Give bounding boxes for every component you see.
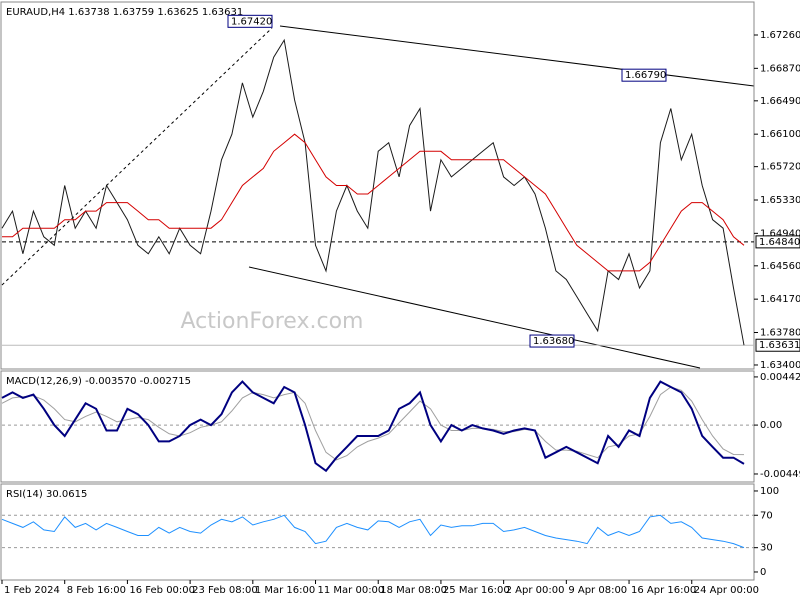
panel-title: EURAUD,H4 1.63738 1.63759 1.63625 1.6363… <box>6 7 243 18</box>
annotation-box <box>227 14 273 28</box>
axis-label: 1.63631 <box>759 340 800 351</box>
y-tick-label: 1.64170 <box>760 294 800 305</box>
annotation: 1.66790 <box>625 70 666 81</box>
y-tick-label: 70 <box>760 510 773 521</box>
y-tick-label: 1.65720 <box>760 162 800 173</box>
y-tick-label: 1.64940 <box>760 228 800 239</box>
axis-label-box <box>755 338 800 352</box>
y-tick-label: -0.004493 <box>760 469 800 480</box>
x-tick-label: 1 Mar 16:00 <box>255 585 315 596</box>
watermark: ActionForex.com <box>181 309 364 334</box>
annotation-box <box>529 334 575 348</box>
axis-label-box <box>755 235 800 249</box>
y-tick-label: 1.66490 <box>760 96 800 107</box>
annotation: 1.67420 <box>231 16 272 27</box>
axis-label: 1.64840 <box>759 237 800 248</box>
y-tick-label: 100 <box>760 486 779 497</box>
panel-title: RSI(14) 30.0615 <box>6 489 87 500</box>
x-tick-label: 16 Apr 16:00 <box>631 585 696 596</box>
y-tick-label: 0.004426 <box>760 372 800 383</box>
y-tick-label: 1.66870 <box>760 63 800 74</box>
x-tick-label: 11 Mar 00:00 <box>318 585 385 596</box>
x-tick-label: 8 Feb 16:00 <box>67 585 126 596</box>
y-tick-label: 1.63780 <box>760 327 800 338</box>
panel <box>0 1 755 370</box>
y-tick-label: 0 <box>760 567 766 578</box>
channel-bottom <box>248 266 701 369</box>
annotation: 1.63680 <box>533 336 574 347</box>
series-line <box>2 133 745 272</box>
x-tick-label: 1 Feb 2024 <box>4 585 60 596</box>
panel <box>0 483 755 581</box>
x-tick-label: 2 Apr 00:00 <box>506 585 565 596</box>
panel <box>0 370 755 483</box>
y-tick-label: 1.64560 <box>760 261 800 272</box>
y-tick-label: 30 <box>760 543 773 554</box>
y-tick-label: 1.65330 <box>760 195 800 206</box>
y-tick-label: 0.00 <box>760 420 782 431</box>
series-line <box>1 380 745 473</box>
x-tick-label: 16 Feb 00:00 <box>129 585 195 596</box>
x-tick-label: 23 Feb 08:00 <box>192 585 258 596</box>
y-tick-label: 1.66100 <box>760 129 800 140</box>
series-line <box>1 514 745 549</box>
x-tick-label: 9 Apr 08:00 <box>568 585 627 596</box>
panel-title: MACD(12,26,9) -0.003570 -0.002715 <box>6 376 191 387</box>
x-tick-label: 24 Apr 00:00 <box>694 585 759 596</box>
x-tick-label: 25 Mar 16:00 <box>443 585 510 596</box>
x-tick-label: 18 Mar 08:00 <box>380 585 447 596</box>
y-tick-label: 1.67260 <box>760 30 800 41</box>
y-tick-label: 1.63400 <box>760 360 800 371</box>
channel-top <box>279 25 755 87</box>
annotation-box <box>621 68 667 82</box>
